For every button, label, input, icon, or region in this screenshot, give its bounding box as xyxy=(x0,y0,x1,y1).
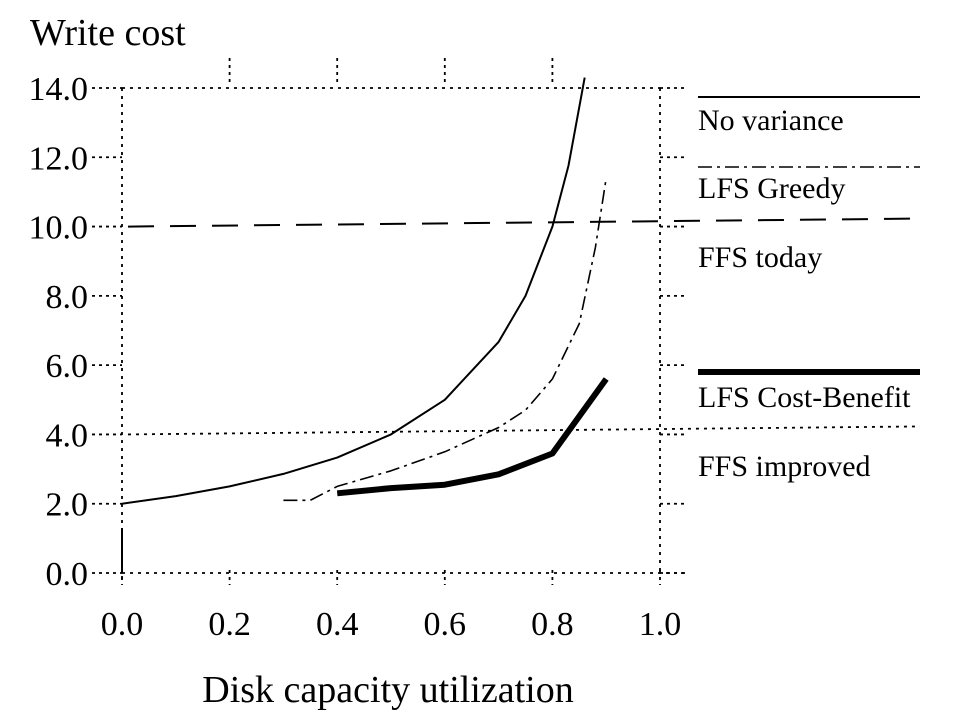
series-lines xyxy=(121,77,609,505)
y-tick-label: 4.0 xyxy=(46,417,89,454)
reference-line-ffs-improved xyxy=(127,425,921,436)
y-tick-label: 0.0 xyxy=(46,556,89,593)
legend-label-no-variance: No variance xyxy=(698,104,844,137)
reference-lines xyxy=(127,217,921,436)
y-tick-label: 10.0 xyxy=(29,210,89,247)
y-tick-label: 8.0 xyxy=(46,279,89,316)
plot-frame xyxy=(121,87,685,581)
series-line-no-variance xyxy=(121,77,586,505)
series-line-lfs-cost-benefit xyxy=(336,377,609,497)
y-tick-label: 12.0 xyxy=(29,140,89,177)
x-axis-title: Disk capacity utilization xyxy=(202,669,573,711)
x-tick-label: 1.0 xyxy=(639,606,682,643)
legend-label-lfs-cost-benefit: LFS Cost-Benefit xyxy=(698,381,911,414)
legend-label-lfs-greedy: LFS Greedy xyxy=(698,172,845,205)
y-tick-label: 14.0 xyxy=(29,71,89,108)
x-tick-label: 0.2 xyxy=(208,606,251,643)
x-tick-label: 0.4 xyxy=(316,606,359,643)
y-axis-title: Write cost xyxy=(30,12,186,54)
x-tick-label: 0.0 xyxy=(101,606,144,643)
y-tick-label: 6.0 xyxy=(46,348,89,385)
legend: No variance LFS Greedy FFS today LFS Cost-B… xyxy=(698,96,920,483)
reference-line-ffs-today xyxy=(127,217,921,228)
x-tick-label: 0.8 xyxy=(531,606,574,643)
legend-label-ffs-today: FFS today xyxy=(698,241,822,274)
y-tick-label: 2.0 xyxy=(46,487,89,524)
legend-label-ffs-improved: FFS improved xyxy=(698,450,871,483)
x-tick-label: 0.6 xyxy=(424,606,467,643)
series-line-lfs-greedy xyxy=(283,177,607,502)
axis-ticks: 0.0 0.2 0.4 0.6 0.8 1.0 0.0 2.0 4.0 6.0 8.0 10.0 12.… xyxy=(29,58,684,643)
